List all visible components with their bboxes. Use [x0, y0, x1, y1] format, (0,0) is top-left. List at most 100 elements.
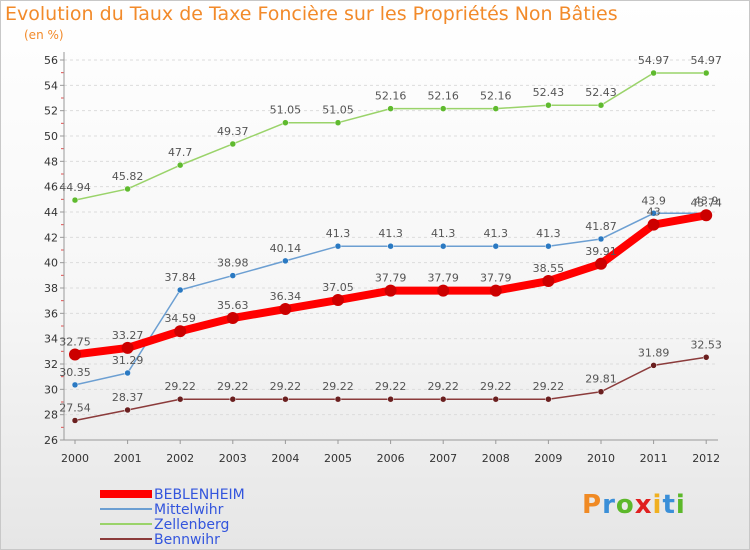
data-point	[700, 209, 713, 222]
data-label: 29.22	[533, 380, 565, 393]
data-label: 37.79	[375, 272, 407, 285]
data-point	[124, 406, 131, 414]
data-point	[492, 105, 500, 112]
logo-letter: t	[662, 490, 676, 520]
data-point	[384, 284, 397, 297]
data-label: 39.91	[585, 245, 617, 258]
data-label: 31.29	[112, 354, 144, 367]
logo-letter: r	[602, 490, 616, 520]
legend-item-mittelwihr: Mittelwihr	[100, 502, 224, 518]
data-point	[595, 257, 607, 270]
legend-item-beblenheim: BEBLENHEIM	[100, 487, 245, 503]
data-label: 38.55	[533, 262, 565, 275]
data-point	[545, 101, 552, 109]
data-point	[229, 395, 237, 403]
data-point	[439, 395, 447, 403]
x-tick-label: 2003	[219, 452, 247, 465]
proxiti-logo: Proxiti	[582, 490, 686, 520]
data-point	[71, 196, 79, 204]
logo-letter: o	[615, 490, 635, 520]
data-point	[489, 284, 502, 297]
x-tick-label: 2002	[166, 452, 194, 465]
data-point	[545, 395, 552, 403]
data-point	[387, 395, 394, 403]
legend-label: BEBLENHEIM	[154, 487, 245, 503]
data-point	[437, 284, 450, 297]
x-tick-label: 2009	[534, 452, 562, 465]
data-point	[229, 140, 237, 148]
data-point	[176, 395, 184, 403]
legend-item-zellenberg: Zellenberg	[100, 517, 229, 533]
y-tick-label: 44	[44, 206, 58, 219]
y-tick-label: 46	[44, 181, 58, 194]
data-label: 43	[647, 206, 661, 219]
data-point	[597, 101, 605, 109]
data-point	[702, 354, 710, 361]
data-label: 29.22	[164, 380, 196, 393]
data-label: 44.94	[59, 181, 91, 194]
data-point	[334, 242, 342, 250]
data-point	[121, 341, 134, 354]
data-point	[226, 312, 239, 325]
data-point	[492, 242, 500, 250]
data-label: 29.22	[480, 380, 512, 393]
y-tick-label: 50	[44, 130, 58, 143]
data-label: 54.97	[690, 54, 722, 67]
chart-title: Evolution du Taux de Taxe Foncière sur l…	[5, 3, 618, 25]
y-tick-label: 38	[44, 282, 58, 295]
data-label: 29.22	[375, 380, 407, 393]
y-tick-label: 32	[44, 358, 58, 371]
data-label: 37.84	[164, 271, 196, 284]
data-point	[176, 161, 184, 169]
data-point	[332, 294, 344, 307]
data-point	[282, 257, 289, 265]
data-label: 31.89	[638, 346, 670, 359]
data-point	[650, 69, 657, 77]
series-group: 44.94 45.82 47.7 49.37 51.05 51.05 52.16 52.16 5…	[59, 54, 722, 424]
data-label: 36.34	[270, 290, 302, 303]
data-point	[334, 119, 342, 126]
data-label: 29.81	[585, 373, 617, 386]
data-label: 29.22	[322, 380, 354, 393]
data-label: 51.05	[322, 104, 354, 117]
data-label: 43.9	[641, 194, 666, 207]
data-point	[439, 105, 447, 112]
data-label: 28.37	[112, 391, 144, 404]
series-zellenberg: 44.94 45.82 47.7 49.37 51.05 51.05 52.16 52.16 5…	[59, 54, 722, 204]
legend-item-bennwihr: Bennwihr	[100, 532, 220, 548]
data-point	[542, 275, 555, 288]
data-point	[69, 348, 81, 361]
data-point	[282, 119, 289, 126]
logo-letter: i	[675, 490, 686, 520]
data-label: 32.53	[690, 338, 722, 351]
legend-label: Bennwihr	[154, 532, 220, 548]
x-tick-label: 2004	[271, 452, 299, 465]
data-label: 41.3	[326, 227, 351, 240]
data-label: 52.16	[480, 90, 512, 103]
data-label: 47.7	[168, 146, 193, 159]
data-label: 33.27	[112, 329, 144, 342]
data-label: 35.63	[217, 299, 249, 312]
data-point	[174, 325, 187, 338]
data-label: 32.75	[59, 336, 91, 349]
data-label: 37.05	[322, 281, 354, 294]
y-tick-label: 40	[44, 257, 58, 270]
data-label: 30.35	[59, 366, 91, 379]
data-label: 52.16	[375, 90, 407, 103]
data-point	[124, 369, 131, 377]
data-label: 52.16	[427, 90, 459, 103]
data-point	[650, 362, 657, 369]
data-label: 45.82	[112, 170, 144, 183]
data-point	[71, 417, 79, 424]
data-label: 40.14	[270, 242, 302, 255]
data-label: 49.37	[217, 125, 249, 138]
data-label: 43.74	[690, 196, 722, 209]
y-tick-label: 56	[44, 54, 58, 67]
x-tick-label: 2011	[640, 452, 668, 465]
data-label: 38.98	[217, 257, 249, 270]
logo-letter: P	[582, 490, 603, 520]
data-label: 27.54	[59, 401, 91, 414]
y-tick-label: 54	[44, 79, 58, 92]
data-point	[124, 185, 131, 193]
